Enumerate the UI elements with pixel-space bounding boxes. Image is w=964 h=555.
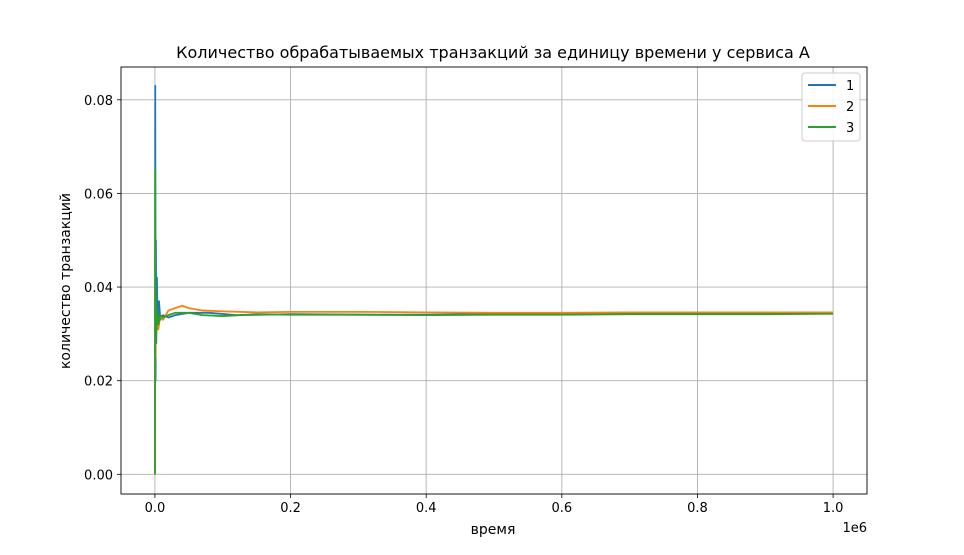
legend: 1 2 3 [801,72,861,142]
legend-label: 2 [846,100,854,115]
chart-title: Количество обрабатываемых транзакций за … [176,43,810,62]
x-tick-label: 0.4 [416,501,437,516]
series-line-1 [154,84,834,475]
axes-layer [120,66,868,495]
legend-label: 1 [846,79,854,94]
y-tick-label: 0.06 [84,187,113,202]
grid-layer [121,67,867,494]
legend-label: 3 [846,121,854,136]
lines-layer [154,84,834,475]
x-tick-label: 0.6 [551,501,572,516]
ticks-layer: 0.0 0.2 0.4 0.6 0.8 1.0 0.00 0.02 0.04 0.06 0.08 [84,94,843,516]
y-tick-label: 0.02 [84,375,113,390]
x-axis-label: время [471,522,516,538]
y-tick-label: 0.08 [84,94,113,109]
x-offset-label: 1e6 [842,521,867,536]
plot-frame [120,66,868,495]
x-tick-label: 0.0 [145,501,166,516]
x-tick-label: 0.2 [280,501,301,516]
y-axis-label: количество транзакций [58,193,74,369]
x-tick-label: 0.8 [687,501,708,516]
y-tick-label: 0.00 [84,468,113,483]
series-line-3 [154,169,834,475]
x-tick-label: 1.0 [823,501,844,516]
y-tick-label: 0.04 [84,281,113,296]
